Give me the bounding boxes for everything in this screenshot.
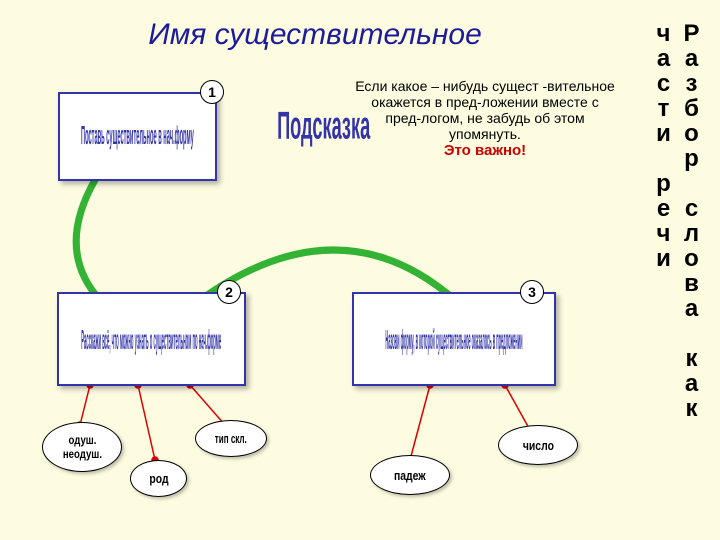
box-1: Поставь существительное в нач.форму: [58, 92, 217, 181]
oval-odush-l1: одуш.: [68, 433, 96, 447]
box-3: Назови форму, в которой существительное …: [352, 292, 556, 386]
hint-body: Если какое – нибудь сущест -вительное ок…: [355, 78, 615, 142]
hint-emphasis: Это важно!: [444, 142, 526, 159]
box-2-text: Расскажи всё, что можно узнать о существ…: [82, 323, 222, 355]
oval-tipskl-text: тип скл.: [215, 431, 247, 446]
vertical-title: Разбор слова как части речи: [649, 20, 705, 540]
oval-odush-l2: неодуш.: [62, 447, 101, 461]
oval-rod: род: [130, 460, 187, 497]
badge-3: 3: [520, 280, 544, 304]
oval-chislo-text: число: [522, 438, 553, 453]
box-3-text: Назови форму, в которой существительное …: [385, 323, 522, 355]
oval-padezh-text: падеж: [394, 468, 426, 483]
oval-rod-text: род: [149, 471, 168, 486]
box-2: Расскажи всё, что можно узнать о существ…: [57, 292, 246, 386]
oval-padezh: падеж: [370, 455, 450, 495]
oval-odush: одуш. неодуш.: [42, 422, 122, 472]
hint-text: Если какое – нибудь сущест -вительное ок…: [355, 78, 615, 159]
oval-tipskl: тип скл.: [195, 420, 267, 457]
box-1-text: Поставь существительное в нач.форму: [81, 122, 194, 151]
oval-chislo: число: [498, 425, 578, 465]
badge-1: 1: [200, 80, 224, 104]
badge-2: 2: [217, 280, 241, 304]
page-title: Имя существительное: [100, 18, 530, 52]
hint-label: Подсказка: [277, 104, 370, 149]
